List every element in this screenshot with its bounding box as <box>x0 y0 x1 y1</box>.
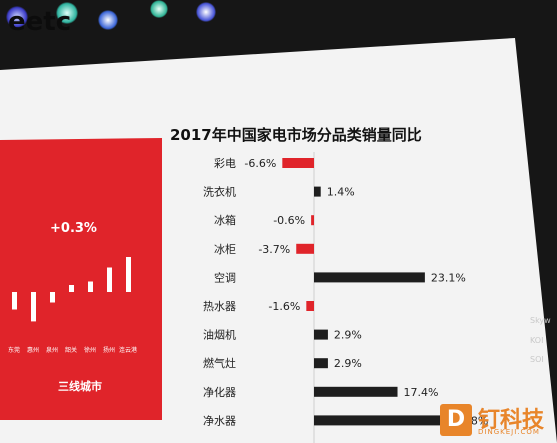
value-labels: -6.6% 1.4% -0.6% -3.7% 23.1% -1.6% 2.9% 2.9% 17.… <box>244 157 488 427</box>
bar <box>296 243 314 254</box>
category-label: 热水器 <box>203 300 236 313</box>
category-label: 净化器 <box>203 385 236 399</box>
category-label: 油烟机 <box>203 328 236 342</box>
bar <box>314 386 398 397</box>
bar <box>314 186 321 197</box>
side-logo-text: KOI <box>530 336 543 345</box>
watermark-name: 钉科技 <box>478 408 545 433</box>
category-label: 空调 <box>214 270 236 284</box>
category-label: 燃气灶 <box>203 356 236 370</box>
panel-bar <box>69 285 74 292</box>
panel-city-label: 徐州 <box>84 346 96 354</box>
panel-bar <box>88 281 93 292</box>
bar <box>314 272 425 283</box>
category-label: 冰箱 <box>214 213 236 227</box>
bar <box>314 415 448 426</box>
value-label: 17.4% <box>404 386 439 399</box>
category-label: 彩电 <box>214 157 236 170</box>
category-label: 洗衣机 <box>203 185 236 199</box>
bar <box>282 158 314 168</box>
panel-city-label: 连云港 <box>119 346 137 354</box>
value-label: -6.6% <box>244 157 276 170</box>
side-logo-text: Skyw <box>530 316 551 325</box>
panel-bar <box>107 267 112 292</box>
stage-lamp <box>6 6 28 28</box>
bar <box>314 358 328 369</box>
chart-title: 2017年中国家电市场分品类销量同比 <box>170 126 422 144</box>
bar <box>311 215 314 226</box>
panel-city-label: 泉州 <box>46 346 58 354</box>
red-panel <box>0 138 162 420</box>
panel-caption: 三线城市 <box>58 379 102 393</box>
value-label: -1.6% <box>268 300 300 313</box>
stage-lamp <box>98 10 118 30</box>
bar <box>306 301 314 311</box>
value-label: 23.1% <box>431 271 466 284</box>
panel-bar <box>50 292 55 303</box>
panel-bar <box>12 292 17 310</box>
panel-bar <box>31 292 36 322</box>
value-label: 2.9% <box>334 357 362 370</box>
panel-city-labels: 东莞 惠州 泉州 韶关 徐州 扬州 连云港 <box>8 346 137 354</box>
chart-bars <box>282 158 448 426</box>
panel-city-label: 韶关 <box>65 346 77 354</box>
value-label: 2.9% <box>334 329 362 342</box>
value-label: -3.7% <box>258 243 290 256</box>
watermark-mark: D <box>440 404 472 436</box>
stage-lamp <box>150 0 168 18</box>
value-label: 1.4% <box>327 186 355 199</box>
panel-city-label: 扬州 <box>103 346 115 354</box>
background-slogan: eetc <box>8 7 71 37</box>
panel-bars <box>12 257 131 322</box>
panel-headline: +0.3% <box>50 221 97 236</box>
watermark: D 钉科技 DINGKEJI.COM <box>440 404 552 436</box>
side-logo-text: SOI <box>530 355 544 364</box>
stage-lamp <box>196 2 216 22</box>
watermark-url: DINGKEJI.COM <box>478 428 540 436</box>
bar <box>314 329 328 340</box>
category-label: 净水器 <box>203 413 236 427</box>
panel-city-label: 东莞 <box>8 346 20 354</box>
stage-lamp <box>56 2 78 24</box>
panel-city-label: 惠州 <box>27 346 39 354</box>
side-logos: Skyw KOI SOI <box>530 316 551 364</box>
value-label: -0.6% <box>273 214 305 227</box>
category-label: 冰柜 <box>214 243 236 256</box>
panel-bar <box>126 257 131 292</box>
